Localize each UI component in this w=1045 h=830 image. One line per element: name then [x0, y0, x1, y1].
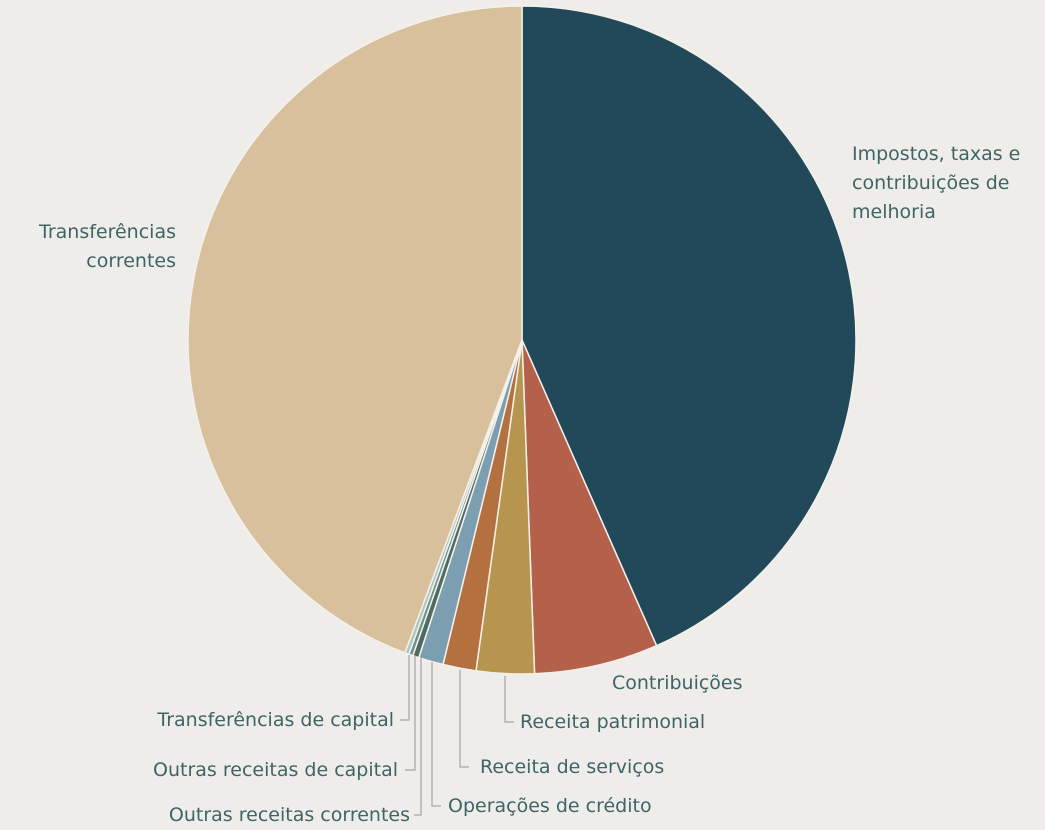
slice-label: Receita patrimonial [520, 711, 706, 733]
pie-slice [187, 5, 523, 654]
slice-label: Outras receitas correntes [168, 804, 410, 826]
leader-line [400, 655, 410, 721]
slice-label: Contribuições [612, 672, 743, 694]
leader-line [405, 656, 416, 771]
slice-label: Receita de serviços [480, 756, 665, 778]
slice-label: Operações de crédito [448, 795, 652, 817]
slice-label: Outras receitas de capital [153, 759, 398, 781]
slice-label: Transferências correntes [39, 221, 176, 272]
leader-line [431, 662, 441, 807]
pie-slice [521, 339, 658, 675]
leader-line [414, 657, 422, 816]
pie-slice [521, 5, 857, 647]
slice-label: Transferências de capital [157, 709, 394, 731]
slice-label: Impostos, taxas e contribuições de melho… [852, 143, 1021, 223]
leader-line [504, 676, 514, 723]
leader-line [459, 670, 469, 768]
